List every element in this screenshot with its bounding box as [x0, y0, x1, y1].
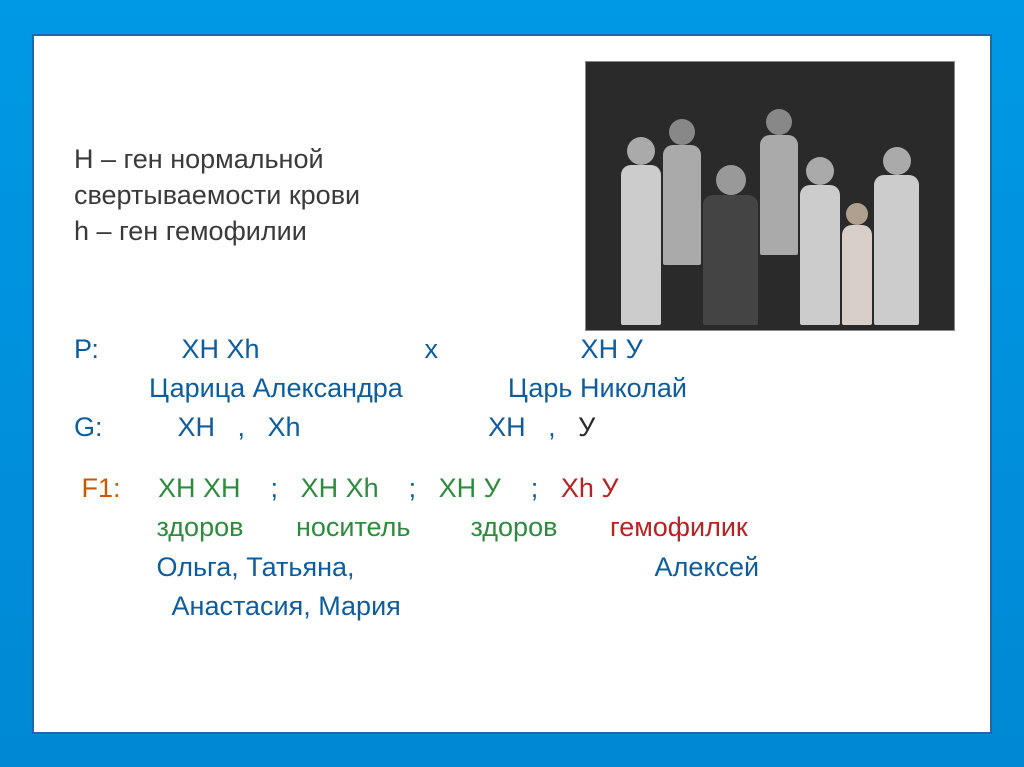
genetic-cross: Р: ХН Хh х ХН У Царица Александра Царь Н…: [74, 330, 950, 626]
father-label: Царь Николай: [403, 373, 687, 403]
f1-prefix: F1:: [74, 473, 121, 503]
f1-g4: Хh У: [561, 473, 619, 503]
f1-ph4: гемофилик: [557, 512, 747, 542]
gametes-row: G: ХН , Хh ХН , У: [74, 408, 950, 447]
f1-ph2: носитель: [243, 512, 410, 542]
f1-ph1: здоров: [74, 512, 243, 542]
p-father-genotype: ХН У: [438, 334, 643, 364]
f1-sep3: ;: [501, 473, 561, 503]
g-mother: ХН , Хh: [103, 412, 301, 442]
parental-labels: Царица Александра Царь Николай: [74, 369, 950, 408]
f1-sep2: ;: [379, 473, 439, 503]
parental-row: Р: ХН Хh х ХН У: [74, 330, 950, 369]
f1-g1: ХН ХН: [121, 473, 241, 503]
f1-phenotypes: здоров носитель здоров гемофилик: [74, 508, 950, 547]
cross-symbol: х: [259, 334, 438, 364]
legend-line-1: Н – ген нормальной: [74, 141, 574, 177]
son-name: Алексей: [355, 552, 760, 582]
f1-sep1: ;: [241, 473, 301, 503]
g-father: ХН ,: [301, 412, 579, 442]
royal-family-photo: [585, 61, 955, 331]
f1-g3: ХН У: [439, 473, 501, 503]
f1-names-row2: Анастасия, Мария: [74, 587, 950, 626]
legend-line-2: свертываемости крови: [74, 177, 574, 213]
allele-legend: Н – ген нормальной свертываемости крови …: [74, 141, 574, 250]
g-prefix: G:: [74, 412, 103, 442]
photo-figures: [621, 109, 919, 330]
daughters-names-1: Ольга, Татьяна,: [74, 552, 355, 582]
p-prefix: Р:: [74, 334, 99, 364]
f1-ph3: здоров: [410, 512, 557, 542]
f1-g2: ХН Хh: [301, 473, 379, 503]
slide-container: Н – ген нормальной свертываемости крови …: [32, 34, 992, 734]
f1-names-row1: Ольга, Татьяна, Алексей: [74, 548, 950, 587]
p-mother-genotype: ХН Хh: [99, 334, 260, 364]
mother-label: Царица Александра: [74, 373, 403, 403]
g-y: У: [578, 412, 595, 442]
daughters-names-2: Анастасия, Мария: [74, 591, 401, 621]
f1-genotypes: F1: ХН ХН ; ХН Хh ; ХН У ; Хh У: [74, 469, 950, 508]
legend-line-3: h – ген гемофилии: [74, 213, 574, 249]
